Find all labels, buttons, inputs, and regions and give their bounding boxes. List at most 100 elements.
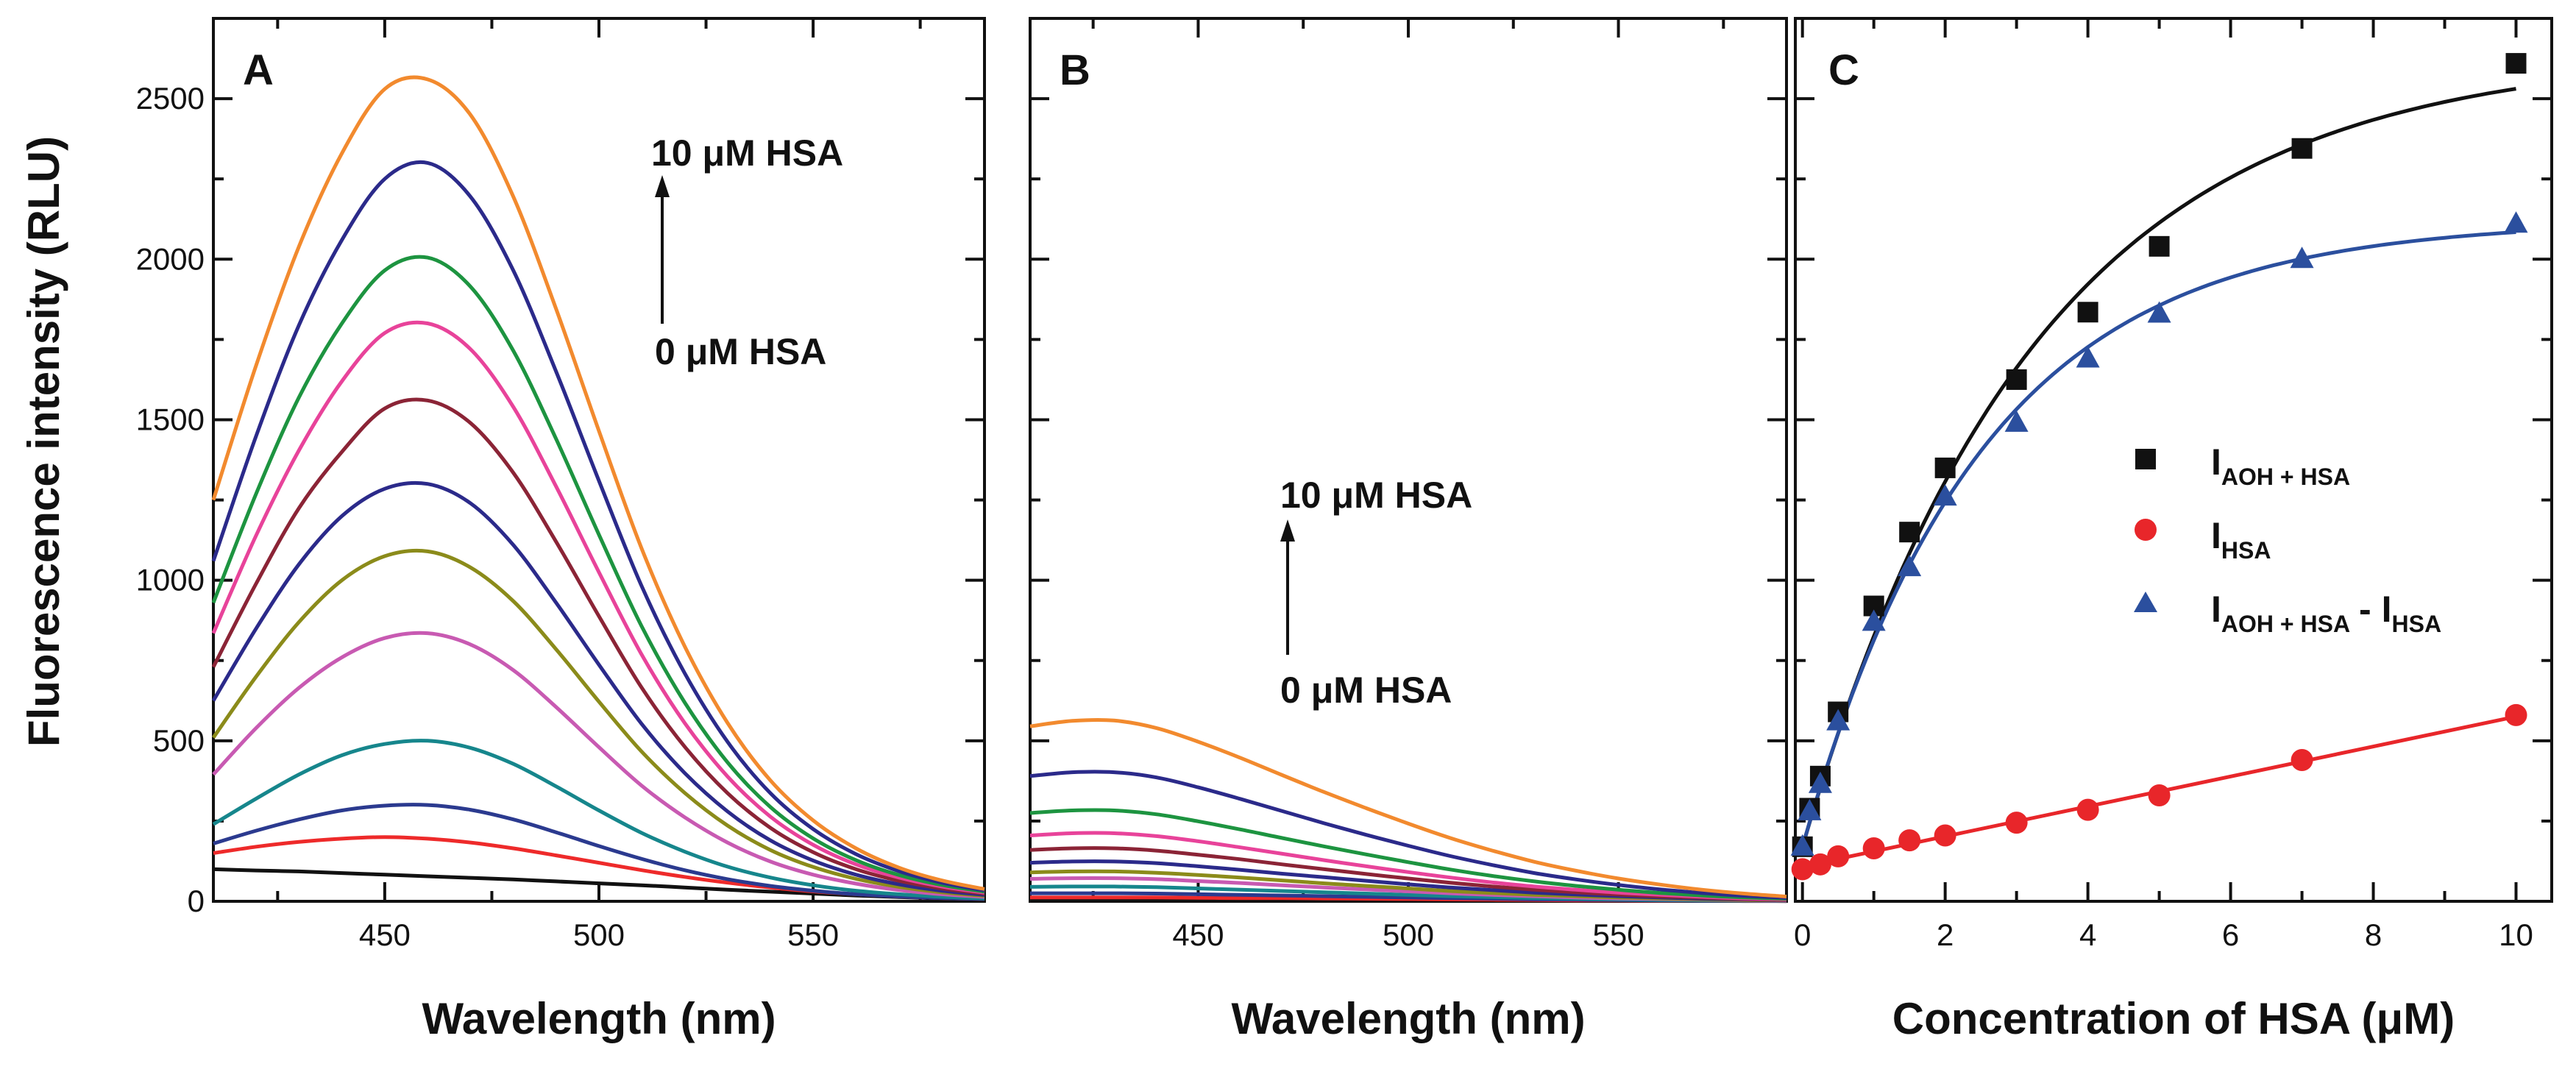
spectrum-line-10 <box>211 255 985 894</box>
y-tick-label: 0 <box>188 884 205 918</box>
spectrum-line-6 <box>211 548 985 898</box>
spectrum-line-11 <box>211 160 985 892</box>
panel-a: A 0 500 1000 1500 2000 2500 450 500 550 10 μM HS… <box>136 17 986 1043</box>
panel-c-legend: IAOH + HSA IHSA IAOH + HSA - IHSA <box>2134 441 2441 637</box>
spectrum-line-4 <box>212 739 985 901</box>
legend-entry-2: IHSA <box>2211 515 2271 564</box>
data-point-triangle <box>1808 771 1832 793</box>
x-tick-label: 8 <box>2365 917 2382 952</box>
spectrum-line-10 <box>1029 808 1787 901</box>
legend-entry-3-main: I <box>2211 589 2221 630</box>
panel-a-x-axis-title: Wavelength (nm) <box>422 994 776 1043</box>
panel-b-arrowhead-icon <box>1280 519 1295 542</box>
data-point-triangle <box>2076 346 2100 368</box>
spectrum-line-5 <box>212 631 985 899</box>
panel-b-annotation-top: 10 μM HSA <box>1280 475 1472 516</box>
x-tick-label: 6 <box>2222 917 2239 952</box>
panel-c-label: C <box>1828 46 1859 94</box>
panel-c: C 0 2 4 6 8 10 IAOH + HSA IHSA IAOH + HSA - IH… <box>1790 17 2553 1043</box>
legend-triangle-marker-icon <box>2134 592 2157 612</box>
panel-c-fit-lines <box>1800 87 2517 868</box>
legend-entry-3-sub: AOH + HSA <box>2221 611 2350 637</box>
data-point-triangle <box>2290 246 2314 269</box>
panel-b: B 450 500 550 10 μM HSA 0 μM HSA Wavelengt… <box>1029 17 1788 1043</box>
panel-b-series <box>1029 717 1787 904</box>
legend-square-marker-icon <box>2135 449 2156 469</box>
legend-circle-marker-icon <box>2135 519 2157 541</box>
data-point-square <box>2291 138 2313 159</box>
data-point-circle <box>1791 858 1814 881</box>
legend-entry-3-sub2: HSA <box>2391 611 2441 637</box>
legend-entry-1-sub: AOH + HSA <box>2221 464 2350 490</box>
y-axis-title: Fluorescence intensity (RLU) <box>19 136 68 747</box>
y-tick-label: 1000 <box>136 563 205 597</box>
spectrum-line-9 <box>1029 831 1787 901</box>
data-point-square <box>1934 457 1956 478</box>
data-point-triangle <box>1790 834 1814 856</box>
panel-c-markers <box>1790 53 2528 881</box>
panel-a-ticks: 0 500 1000 1500 2000 2500 450 500 550 <box>136 17 984 952</box>
x-tick-label: 550 <box>1593 917 1644 952</box>
legend-entry-2-sub: HSA <box>2221 537 2271 564</box>
data-point-circle <box>2291 749 2313 771</box>
data-point-circle <box>1809 853 1831 876</box>
x-tick-label: 10 <box>2499 917 2533 952</box>
spectrum-line-11 <box>1029 770 1787 900</box>
panel-a-frame <box>212 17 986 903</box>
panel-c-ticks: 0 2 4 6 8 10 <box>1794 17 2552 952</box>
x-tick-label: 500 <box>573 917 625 952</box>
panel-a-series <box>211 75 985 901</box>
data-point-triangle <box>2504 211 2528 233</box>
spectrum-line-12 <box>211 75 985 891</box>
data-point-circle <box>2148 784 2171 806</box>
y-tick-label: 2000 <box>136 241 205 276</box>
y-tick-label: 500 <box>153 723 205 758</box>
data-point-square <box>2505 53 2527 74</box>
panel-a-annotation-top: 10 μM HSA <box>651 132 843 174</box>
x-tick-label: 500 <box>1383 917 1434 952</box>
y-tick-label: 2500 <box>136 81 205 116</box>
data-point-circle <box>1862 837 1885 859</box>
panel-a-annotation-bottom: 0 μM HSA <box>655 331 826 372</box>
data-point-square <box>2077 302 2098 323</box>
data-point-triangle <box>2147 301 2171 323</box>
panel-a-label: A <box>243 46 274 94</box>
fit-line-1 <box>1800 87 2516 848</box>
panel-b-label: B <box>1060 46 1090 94</box>
y-tick-label: 1500 <box>136 402 205 436</box>
data-point-circle <box>2076 798 2099 821</box>
spectrum-line-7 <box>211 480 985 897</box>
x-tick-label: 0 <box>1794 917 1811 952</box>
data-point-triangle <box>1862 609 1886 631</box>
data-point-triangle <box>1826 709 1851 731</box>
x-tick-label: 450 <box>1172 917 1224 952</box>
panel-b-frame <box>1029 17 1788 903</box>
data-point-square <box>2006 369 2027 390</box>
panel-b-ticks: 450 500 550 <box>1030 17 1786 952</box>
spectrum-line-9 <box>211 320 985 895</box>
data-point-triangle <box>1798 798 1822 820</box>
x-tick-label: 550 <box>787 917 839 952</box>
legend-entry-1-main: I <box>2211 441 2221 483</box>
x-tick-label: 2 <box>1937 917 1954 952</box>
panel-b-x-axis-title: Wavelength (nm) <box>1231 994 1585 1043</box>
data-point-circle <box>2505 703 2527 726</box>
data-point-circle <box>1934 824 1956 847</box>
panel-a-arrowhead-icon <box>655 175 670 197</box>
x-tick-label: 450 <box>359 917 411 952</box>
legend-entry-2-main: I <box>2211 515 2221 556</box>
data-point-circle <box>2005 812 2028 834</box>
panel-b-annotation-bottom: 0 μM HSA <box>1280 670 1452 711</box>
spectrum-line-12 <box>1029 717 1787 898</box>
spectrum-line-8 <box>211 397 985 895</box>
x-tick-label: 4 <box>2079 917 2096 952</box>
data-point-square <box>1899 522 1920 543</box>
data-point-triangle <box>1898 555 1922 577</box>
data-point-square <box>2149 235 2170 257</box>
legend-entry-1: IAOH + HSA <box>2211 441 2350 490</box>
legend-entry-3-main2: - I <box>2359 589 2391 630</box>
data-point-circle <box>1827 845 1850 867</box>
panel-c-x-axis-title: Concentration of HSA (μM) <box>1892 994 2455 1043</box>
data-point-triangle <box>2004 410 2029 432</box>
